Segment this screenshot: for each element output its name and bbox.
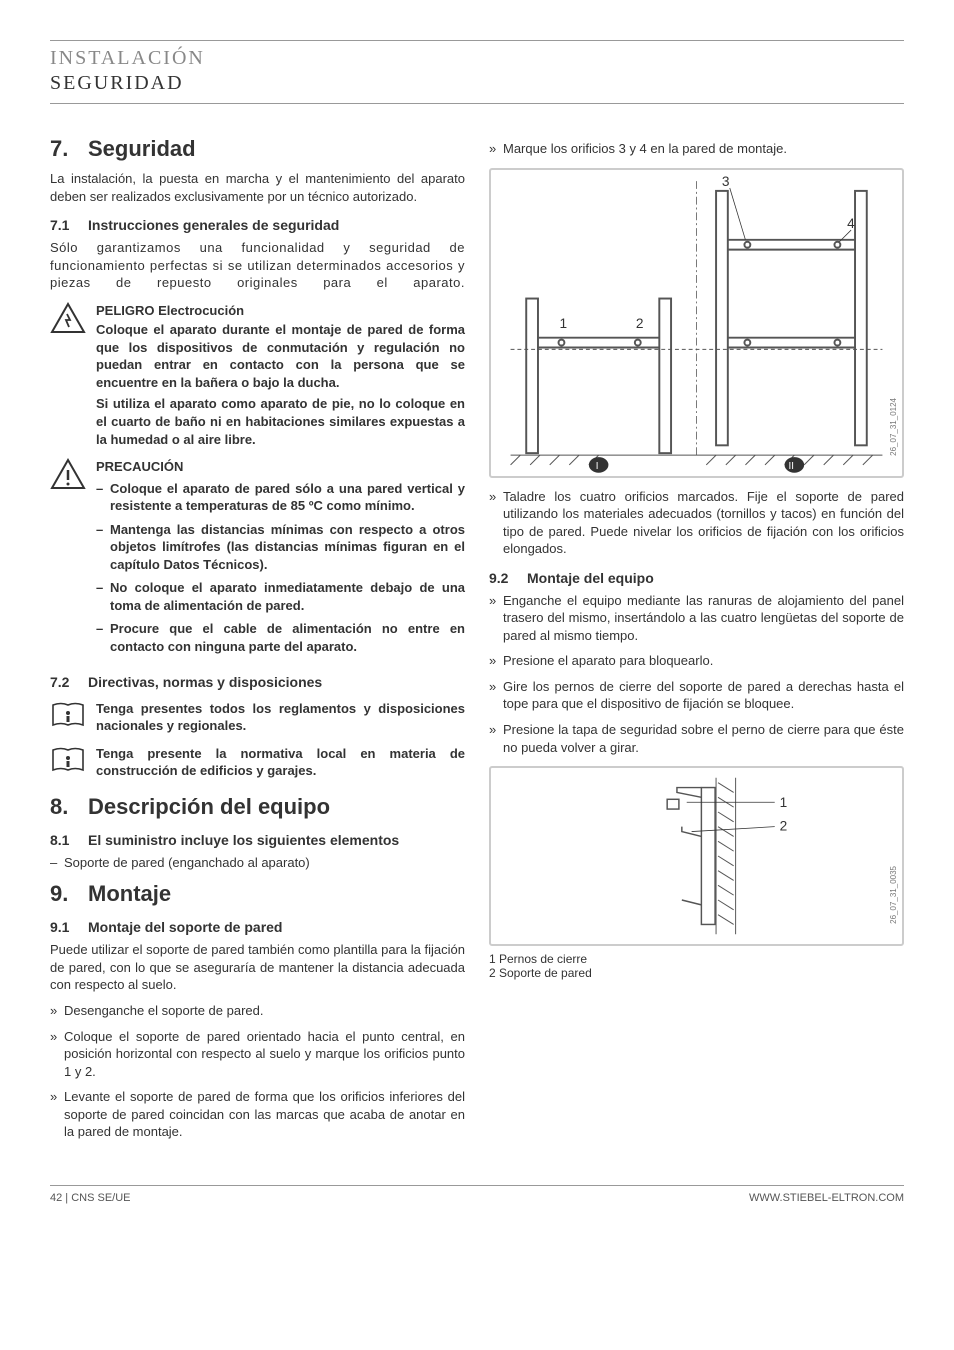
step: Enganche el equipo mediante las ranuras … (503, 592, 904, 645)
info-text: Tenga presentes todos los reglamentos y … (96, 700, 465, 735)
legend-item: 2 Soporte de pared (489, 966, 904, 980)
step: Gire los pernos de cierre del soporte de… (503, 678, 904, 713)
precaution-title: PRECAUCIÓN (96, 458, 465, 476)
prec-item: Procure que el cable de alimentación no … (110, 620, 465, 655)
info-box-1: Tenga presentes todos los reglamentos y … (50, 700, 465, 735)
warning-icon (50, 458, 86, 490)
manual-icon (50, 745, 86, 775)
info-text: Tenga presente la normativa local en mat… (96, 745, 465, 780)
figure-id: 26_07_31_0035 (889, 866, 898, 924)
h2-seguridad: 7. Seguridad (50, 136, 465, 162)
h2-desc: 8. Descripción del equipo (50, 794, 465, 820)
sub-title: Montaje del soporte de pared (88, 919, 282, 935)
section-title: Montaje (88, 881, 171, 907)
step: Coloque el soporte de pared orientado ha… (64, 1028, 465, 1081)
section-number: 8. (50, 794, 88, 820)
legend: 1 Pernos de cierre 2 Soporte de pared (489, 952, 904, 980)
header-sup: INSTALACIÓN (50, 47, 904, 70)
danger-title: PELIGRO Electrocución (96, 302, 465, 320)
roman-2: II (785, 457, 805, 473)
step: Presione el aparato para bloquearlo. (503, 652, 713, 670)
footer: 42 | CNS SE/UE WWW.STIEBEL-ELTRON.COM (50, 1185, 904, 1204)
precaution-list: –Coloque el aparato de pared sólo a una … (96, 480, 465, 656)
danger-p2: Si utiliza el aparato como aparato de pi… (96, 395, 465, 448)
h3-81: 8.1 El suministro incluye los siguientes… (50, 832, 465, 848)
s71-text: Sólo garantizamos una funcionalidad y se… (50, 239, 465, 292)
left-column: 7. Seguridad La instalación, la puesta e… (50, 136, 465, 1149)
sub-title: Instrucciones generales de seguridad (88, 217, 339, 233)
label-1: 1 (560, 315, 568, 330)
footer-left: 42 | CNS SE/UE (50, 1192, 131, 1204)
label-2: 2 (636, 315, 644, 330)
danger-box: PELIGRO Electrocución Coloque el aparato… (50, 302, 465, 448)
manual-icon (50, 700, 86, 730)
label-2: 2 (780, 819, 788, 834)
sub-number: 7.1 (50, 217, 88, 233)
h3-92: 9.2 Montaje del equipo (489, 570, 904, 586)
step: Presione la tapa de seguridad sobre el p… (503, 721, 904, 756)
sub-title: El suministro incluye los siguientes ele… (88, 832, 399, 848)
section-title: Descripción del equipo (88, 794, 330, 820)
step: Levante el soporte de pared de forma que… (64, 1088, 465, 1141)
h2-montaje: 9. Montaje (50, 881, 465, 907)
figure-mount: 1 2 26_07_31_0035 (489, 766, 904, 946)
prec-item: Mantenga las distancias mínimas con resp… (110, 521, 465, 574)
prec-item: Coloque el aparato de pared sólo a una p… (110, 480, 465, 515)
precaution-body: PRECAUCIÓN –Coloque el aparato de pared … (96, 458, 465, 661)
info-box-2: Tenga presente la normativa local en mat… (50, 745, 465, 780)
sub-number: 9.1 (50, 919, 88, 935)
svg-text:I: I (596, 460, 599, 471)
h3-91: 9.1 Montaje del soporte de pared (50, 919, 465, 935)
section-title: Seguridad (88, 136, 196, 162)
sub-number: 7.2 (50, 674, 88, 690)
h3-71: 7.1 Instrucciones generales de seguridad (50, 217, 465, 233)
precaution-box: PRECAUCIÓN –Coloque el aparato de pared … (50, 458, 465, 661)
step: Desenganche el soporte de pared. (64, 1002, 263, 1020)
h3-72: 7.2 Directivas, normas y disposiciones (50, 674, 465, 690)
top-rule (50, 40, 904, 41)
label-1: 1 (780, 795, 788, 810)
figure-id: 26_07_31_0124 (889, 398, 898, 456)
sub-number: 9.2 (489, 570, 527, 586)
section-number: 7. (50, 136, 88, 162)
label-3: 3 (722, 174, 730, 189)
step: Marque los orificios 3 y 4 en la pared d… (503, 140, 787, 158)
intro-text: La instalación, la puesta en marcha y el… (50, 170, 465, 205)
danger-body: PELIGRO Electrocución Coloque el aparato… (96, 302, 465, 448)
supply-text: Soporte de pared (enganchado al aparato) (64, 854, 310, 872)
danger-p1: Coloque el aparato durante el montaje de… (96, 321, 465, 391)
legend-item: 1 Pernos de cierre (489, 952, 904, 966)
footer-right: WWW.STIEBEL-ELTRON.COM (749, 1192, 904, 1204)
right-column: »Marque los orificios 3 y 4 en la pared … (489, 136, 904, 1149)
sub-number: 8.1 (50, 832, 88, 848)
prec-item: No coloque el aparato inmediatamente deb… (110, 579, 465, 614)
roman-1: I (589, 457, 609, 473)
step: Taladre los cuatro orificios marcados. F… (503, 488, 904, 558)
header-rule (50, 103, 904, 104)
sub-title: Directivas, normas y disposiciones (88, 674, 322, 690)
s91-text: Puede utilizar el soporte de pared tambi… (50, 941, 465, 994)
sub-title: Montaje del equipo (527, 570, 654, 586)
columns: 7. Seguridad La instalación, la puesta e… (50, 136, 904, 1149)
supply-item: – Soporte de pared (enganchado al aparat… (50, 854, 465, 872)
figure-bracket: 1 2 3 4 I II (489, 168, 904, 478)
svg-text:II: II (788, 460, 793, 471)
label-4: 4 (847, 216, 855, 231)
section-number: 9. (50, 881, 88, 907)
electrocution-icon (50, 302, 86, 334)
header-title: SEGURIDAD (50, 72, 904, 95)
